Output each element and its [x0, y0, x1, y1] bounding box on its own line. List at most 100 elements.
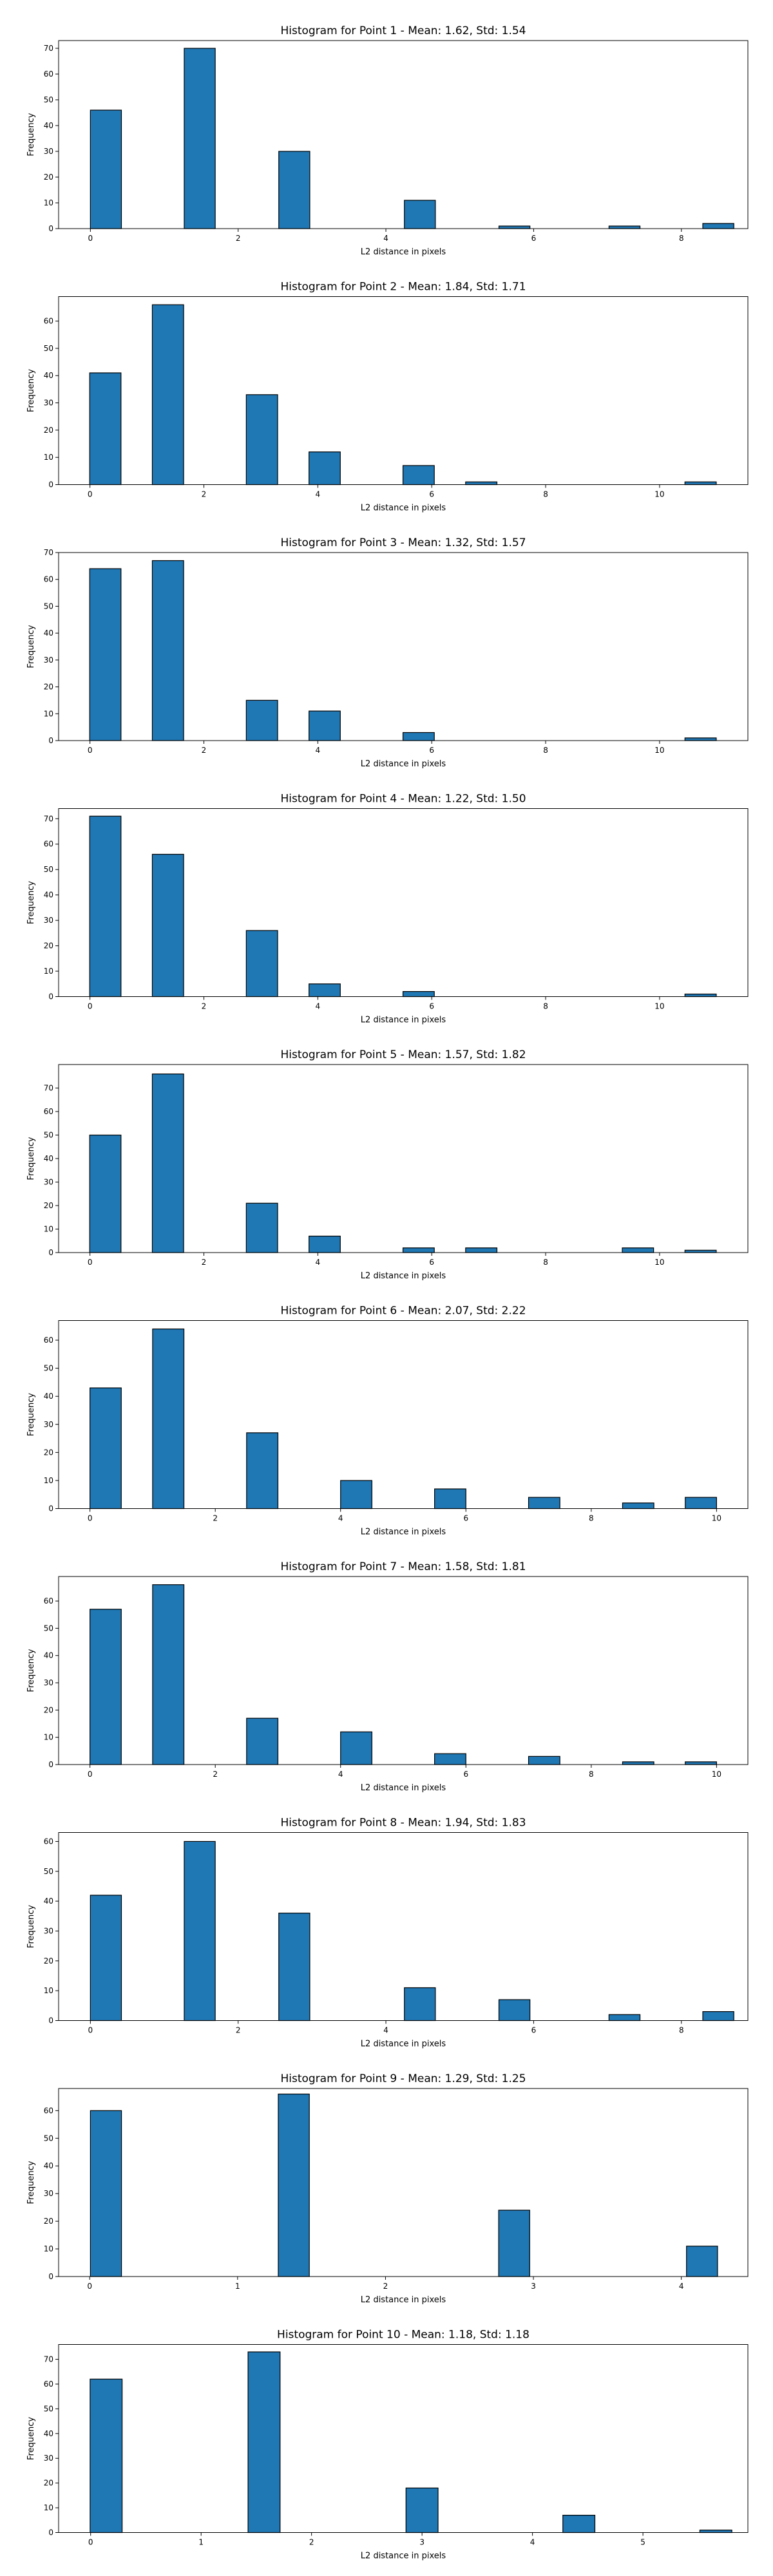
histogram-panel-4: Histogram for Point 4 - Mean: 1.22, Std:… [26, 793, 749, 1025]
x-tick-label: 2 [236, 234, 241, 243]
y-tick-label: 20 [44, 1448, 53, 1457]
y-tick-label: 50 [44, 1624, 53, 1633]
y-axis-label: Frequency [26, 625, 36, 668]
histogram-bar [151, 560, 184, 741]
y-tick-label: 70 [44, 548, 53, 557]
histogram-bar [684, 737, 717, 741]
histogram-bar [405, 2487, 439, 2533]
y-tick-label: 30 [44, 2454, 53, 2463]
y-axis-label: Frequency [26, 1137, 36, 1180]
histogram-bar [622, 1247, 654, 1253]
histogram-bar [246, 1718, 279, 1765]
histogram-bar [402, 1247, 435, 1253]
y-tick-label: 20 [44, 683, 53, 692]
axes-frame [58, 1832, 749, 2021]
x-tick-label: 4 [383, 234, 388, 243]
chart-title: Histogram for Point 10 - Mean: 1.18, Std… [277, 2329, 530, 2342]
y-tick-label: 20 [44, 1705, 53, 1714]
x-tick-label: 6 [531, 234, 537, 243]
x-tick-label: 0 [88, 2026, 93, 2035]
y-tick-label: 70 [44, 814, 53, 823]
y-tick-label: 50 [44, 2404, 53, 2413]
axes-frame [58, 1320, 749, 1509]
histogram-bar [404, 200, 436, 229]
y-tick-label: 70 [44, 44, 53, 53]
histogram-bar [699, 2530, 732, 2533]
x-tick-label: 8 [543, 1258, 548, 1267]
x-tick-label: 2 [202, 1258, 207, 1267]
histogram-bar [402, 465, 435, 486]
axes-frame [58, 296, 749, 485]
x-tick-label: 1 [235, 2282, 240, 2291]
x-tick-label: 2 [236, 2026, 241, 2035]
chart-title: Histogram for Point 5 - Mean: 1.57, Std:… [280, 1048, 526, 1061]
y-tick-label: 20 [44, 942, 53, 951]
x-tick-label: 8 [679, 2026, 684, 2035]
chart-title: Histogram for Point 3 - Mean: 1.32, Std:… [280, 536, 526, 549]
x-tick-label: 4 [338, 1514, 343, 1523]
chart-title: Histogram for Point 6 - Mean: 2.07, Std:… [280, 1305, 526, 1318]
y-tick-label: 40 [44, 1392, 53, 1401]
histogram-bar [246, 1432, 279, 1510]
y-tick-label: 0 [48, 1248, 53, 1257]
histogram-bar [90, 1387, 122, 1510]
x-tick-label: 2 [202, 1002, 207, 1011]
x-tick-label: 0 [88, 1258, 93, 1267]
y-tick-label: 10 [44, 198, 53, 207]
histogram-bar [340, 1731, 372, 1765]
y-tick-label: 40 [44, 121, 53, 130]
histogram-panel-10: Histogram for Point 10 - Mean: 1.18, Std… [26, 2329, 749, 2561]
y-tick-label: 10 [44, 2503, 53, 2512]
histogram-bar [245, 930, 278, 998]
x-tick-label: 4 [316, 1002, 321, 1011]
x-tick-label: 8 [543, 490, 548, 499]
x-tick-label: 0 [88, 1002, 93, 1011]
histogram-bar [152, 1328, 185, 1510]
y-axis-label: Frequency [26, 2161, 36, 2204]
histogram-bar [151, 853, 184, 998]
x-tick-label: 0 [88, 746, 93, 755]
y-tick-label: 30 [44, 399, 53, 408]
histogram-bar [89, 815, 122, 998]
x-tick-label: 4 [530, 2538, 535, 2547]
y-tick-label: 20 [44, 426, 53, 435]
y-tick-label: 40 [44, 2161, 53, 2170]
histogram-bar [465, 1247, 498, 1253]
histogram-bar [434, 1488, 466, 1510]
y-tick-label: 0 [48, 2016, 53, 2025]
y-tick-label: 50 [44, 865, 53, 874]
histogram-bar [309, 451, 341, 486]
y-tick-label: 60 [44, 1107, 53, 1116]
x-tick-label: 6 [429, 490, 434, 499]
histogram-bar [684, 481, 717, 486]
y-tick-label: 0 [48, 992, 53, 1001]
x-tick-label: 8 [543, 1002, 548, 1011]
y-tick-label: 70 [44, 2355, 53, 2364]
y-tick-label: 30 [44, 656, 53, 665]
x-tick-label: 6 [429, 1258, 434, 1267]
histogram-bar [90, 109, 122, 229]
axes-frame [58, 40, 749, 229]
histogram-bar [151, 304, 184, 486]
axes-frame [58, 1576, 749, 1765]
x-tick-label: 10 [654, 1258, 664, 1267]
y-tick-label: 20 [44, 1956, 53, 1965]
chart-title: Histogram for Point 2 - Mean: 1.84, Std:… [280, 281, 526, 294]
histogram-bar [89, 1134, 122, 1253]
y-tick-label: 0 [48, 224, 53, 233]
y-tick-label: 40 [44, 1897, 53, 1906]
y-tick-label: 20 [44, 2217, 53, 2226]
y-tick-label: 70 [44, 1084, 53, 1093]
chart-title: Histogram for Point 7 - Mean: 1.58, Std:… [280, 1560, 526, 1573]
x-axis-label: L2 distance in pixels [361, 1783, 446, 1793]
x-tick-label: 4 [679, 2282, 684, 2291]
y-tick-label: 60 [44, 70, 53, 79]
y-tick-label: 60 [44, 317, 53, 326]
x-tick-label: 10 [712, 1514, 721, 1523]
x-tick-label: 4 [316, 746, 321, 755]
histogram-bar [278, 1913, 310, 2022]
y-axis-label: Frequency [26, 1905, 36, 1948]
x-tick-label: 5 [640, 2538, 645, 2547]
x-tick-label: 2 [202, 490, 207, 499]
